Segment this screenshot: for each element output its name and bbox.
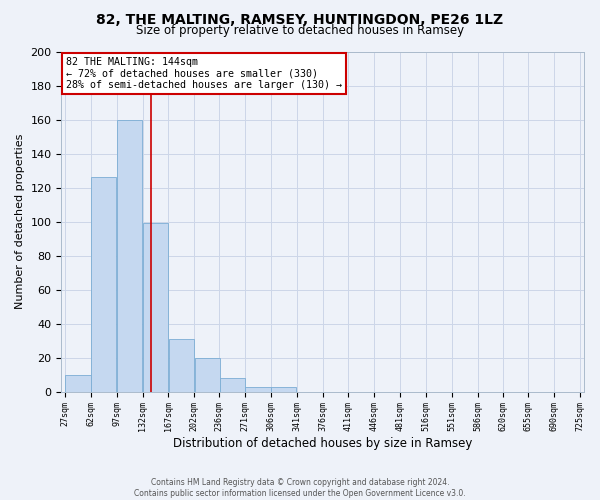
- Bar: [91, 178, 116, 392]
- Y-axis label: Number of detached properties: Number of detached properties: [15, 134, 25, 310]
- Text: Size of property relative to detached houses in Ramsey: Size of property relative to detached ho…: [136, 24, 464, 37]
- Bar: [245, 386, 271, 392]
- Bar: [194, 358, 220, 392]
- Bar: [143, 224, 168, 392]
- Text: 82 THE MALTING: 144sqm
← 72% of detached houses are smaller (330)
28% of semi-de: 82 THE MALTING: 144sqm ← 72% of detached…: [66, 56, 342, 90]
- Text: Contains HM Land Registry data © Crown copyright and database right 2024.
Contai: Contains HM Land Registry data © Crown c…: [134, 478, 466, 498]
- Text: 82, THE MALTING, RAMSEY, HUNTINGDON, PE26 1LZ: 82, THE MALTING, RAMSEY, HUNTINGDON, PE2…: [97, 12, 503, 26]
- Bar: [271, 386, 296, 392]
- X-axis label: Distribution of detached houses by size in Ramsey: Distribution of detached houses by size …: [173, 437, 472, 450]
- Bar: [65, 374, 91, 392]
- Bar: [117, 120, 142, 392]
- Bar: [220, 378, 245, 392]
- Bar: [169, 339, 194, 392]
